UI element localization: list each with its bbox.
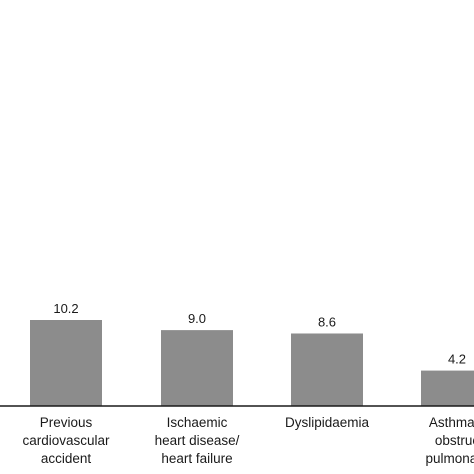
category-label-1-line-2: heart failure xyxy=(161,451,232,466)
category-label-0-line-1: cardiovascular xyxy=(22,433,110,448)
bar-2 xyxy=(291,333,363,406)
category-label-1-line-0: Ischaemic xyxy=(167,415,228,430)
category-label-3-line-2: pulmonary xyxy=(425,451,474,466)
category-label-0-line-0: Previous xyxy=(40,415,93,430)
bars-group xyxy=(30,320,474,406)
category-label-1-line-1: heart disease/ xyxy=(155,433,240,448)
bar-3 xyxy=(421,370,474,406)
category-label-3-line-1: obstruc xyxy=(435,433,474,448)
bar-1 xyxy=(161,330,233,406)
value-label-1: 9.0 xyxy=(188,311,206,326)
category-label-2-line-0: Dyslipidaemia xyxy=(285,415,370,430)
value-label-2: 8.6 xyxy=(318,314,336,329)
category-label-0-line-2: accident xyxy=(41,451,92,466)
value-labels-group: 10.2 9.0 8.6 4.2 xyxy=(53,301,466,367)
category-label-3-line-0: Asthma/c xyxy=(429,415,474,430)
value-label-3: 4.2 xyxy=(448,352,466,367)
category-labels-group: Previous cardiovascular accident Ischaemic h… xyxy=(22,415,474,466)
bar-0 xyxy=(30,320,102,406)
value-label-0: 10.2 xyxy=(53,301,78,316)
